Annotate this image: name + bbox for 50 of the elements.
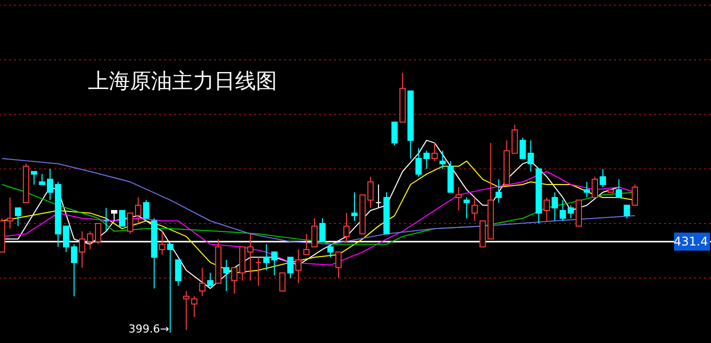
candlestick [584, 181, 590, 198]
annotation: 431.4 [674, 234, 708, 249]
candlestick [319, 218, 326, 242]
candlestick [335, 252, 342, 279]
candlestick [46, 168, 54, 201]
candlestick [423, 150, 430, 170]
candlestick [223, 259, 230, 292]
candlestick [255, 256, 262, 286]
candlestick [167, 244, 174, 334]
candlestick [544, 196, 550, 222]
candlestick [367, 176, 374, 208]
candlestick [295, 248, 302, 284]
candlestick [119, 210, 126, 227]
candlestick [600, 168, 606, 188]
candlestick [391, 122, 398, 146]
candlestick [311, 218, 318, 248]
candlestick [30, 171, 38, 185]
candlestick [38, 174, 46, 185]
candlestick [279, 272, 286, 292]
candlestick [624, 204, 630, 219]
candlestick [175, 259, 182, 286]
candlestick [327, 244, 334, 258]
candlestick [592, 176, 598, 198]
candlestick [143, 200, 150, 219]
candlestick [14, 207, 22, 227]
candlestick [472, 196, 478, 222]
candlestick [199, 267, 206, 297]
candlestick [287, 256, 294, 279]
candlestick [496, 178, 502, 204]
candlestick [415, 148, 422, 178]
candlestick [616, 178, 622, 198]
candlestick [439, 150, 446, 170]
candlestick [464, 196, 470, 219]
candlestick [375, 184, 382, 208]
annotation: 399.6→ [128, 322, 170, 336]
candlestick [62, 226, 70, 253]
candlestick [70, 244, 78, 297]
candlestick [111, 210, 118, 222]
candlestick [303, 233, 310, 256]
candlestick [103, 207, 110, 232]
candlestick [431, 142, 438, 162]
chart-title: 上海原油主力日线图 [88, 69, 277, 93]
candlestick [343, 212, 350, 242]
candlestick [6, 196, 14, 230]
candlestick [351, 192, 358, 222]
candlestick [456, 186, 462, 211]
candlestick [632, 184, 638, 206]
candlestick [552, 192, 558, 222]
candlestick [207, 272, 214, 286]
candlestick [159, 230, 166, 256]
